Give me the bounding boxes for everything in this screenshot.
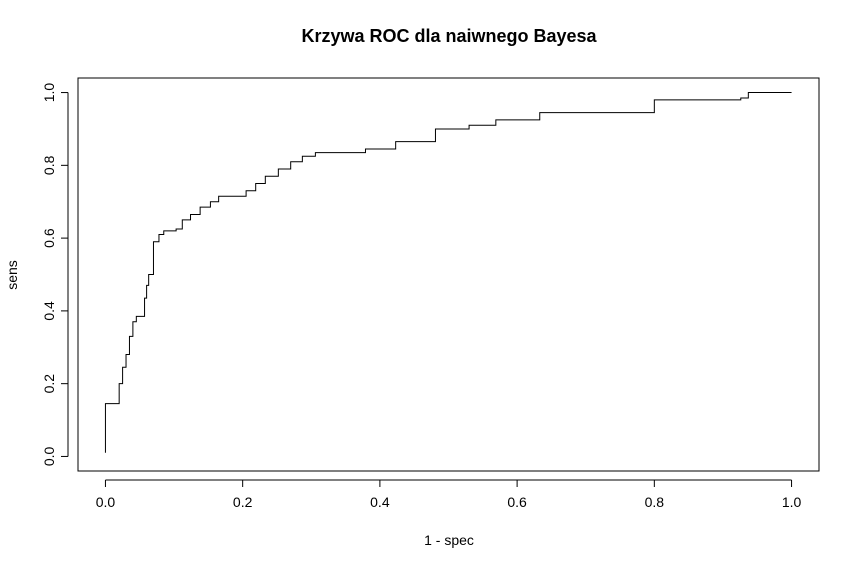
y-tick-label: 0.0 [41, 447, 57, 467]
x-tick-label: 0.4 [370, 494, 390, 510]
y-axis-title: sens [4, 260, 20, 290]
roc-curve [104, 92, 792, 453]
y-tick-label: 0.4 [41, 301, 57, 321]
chart-title: Krzywa ROC dla naiwnego Bayesa [301, 26, 597, 46]
y-tick-label: 0.8 [41, 155, 57, 175]
x-tick-label: 0.6 [507, 494, 527, 510]
x-axis-title: 1 - spec [424, 532, 474, 548]
x-tick-label: 0.8 [645, 494, 665, 510]
x-tick-label: 0.0 [96, 494, 116, 510]
y-tick-label: 1.0 [41, 83, 57, 103]
x-tick-label: 1.0 [782, 494, 802, 510]
y-tick-label: 0.6 [41, 228, 57, 248]
y-tick-label: 0.2 [41, 374, 57, 394]
x-tick-label: 0.2 [233, 494, 253, 510]
plot-frame [77, 77, 820, 472]
